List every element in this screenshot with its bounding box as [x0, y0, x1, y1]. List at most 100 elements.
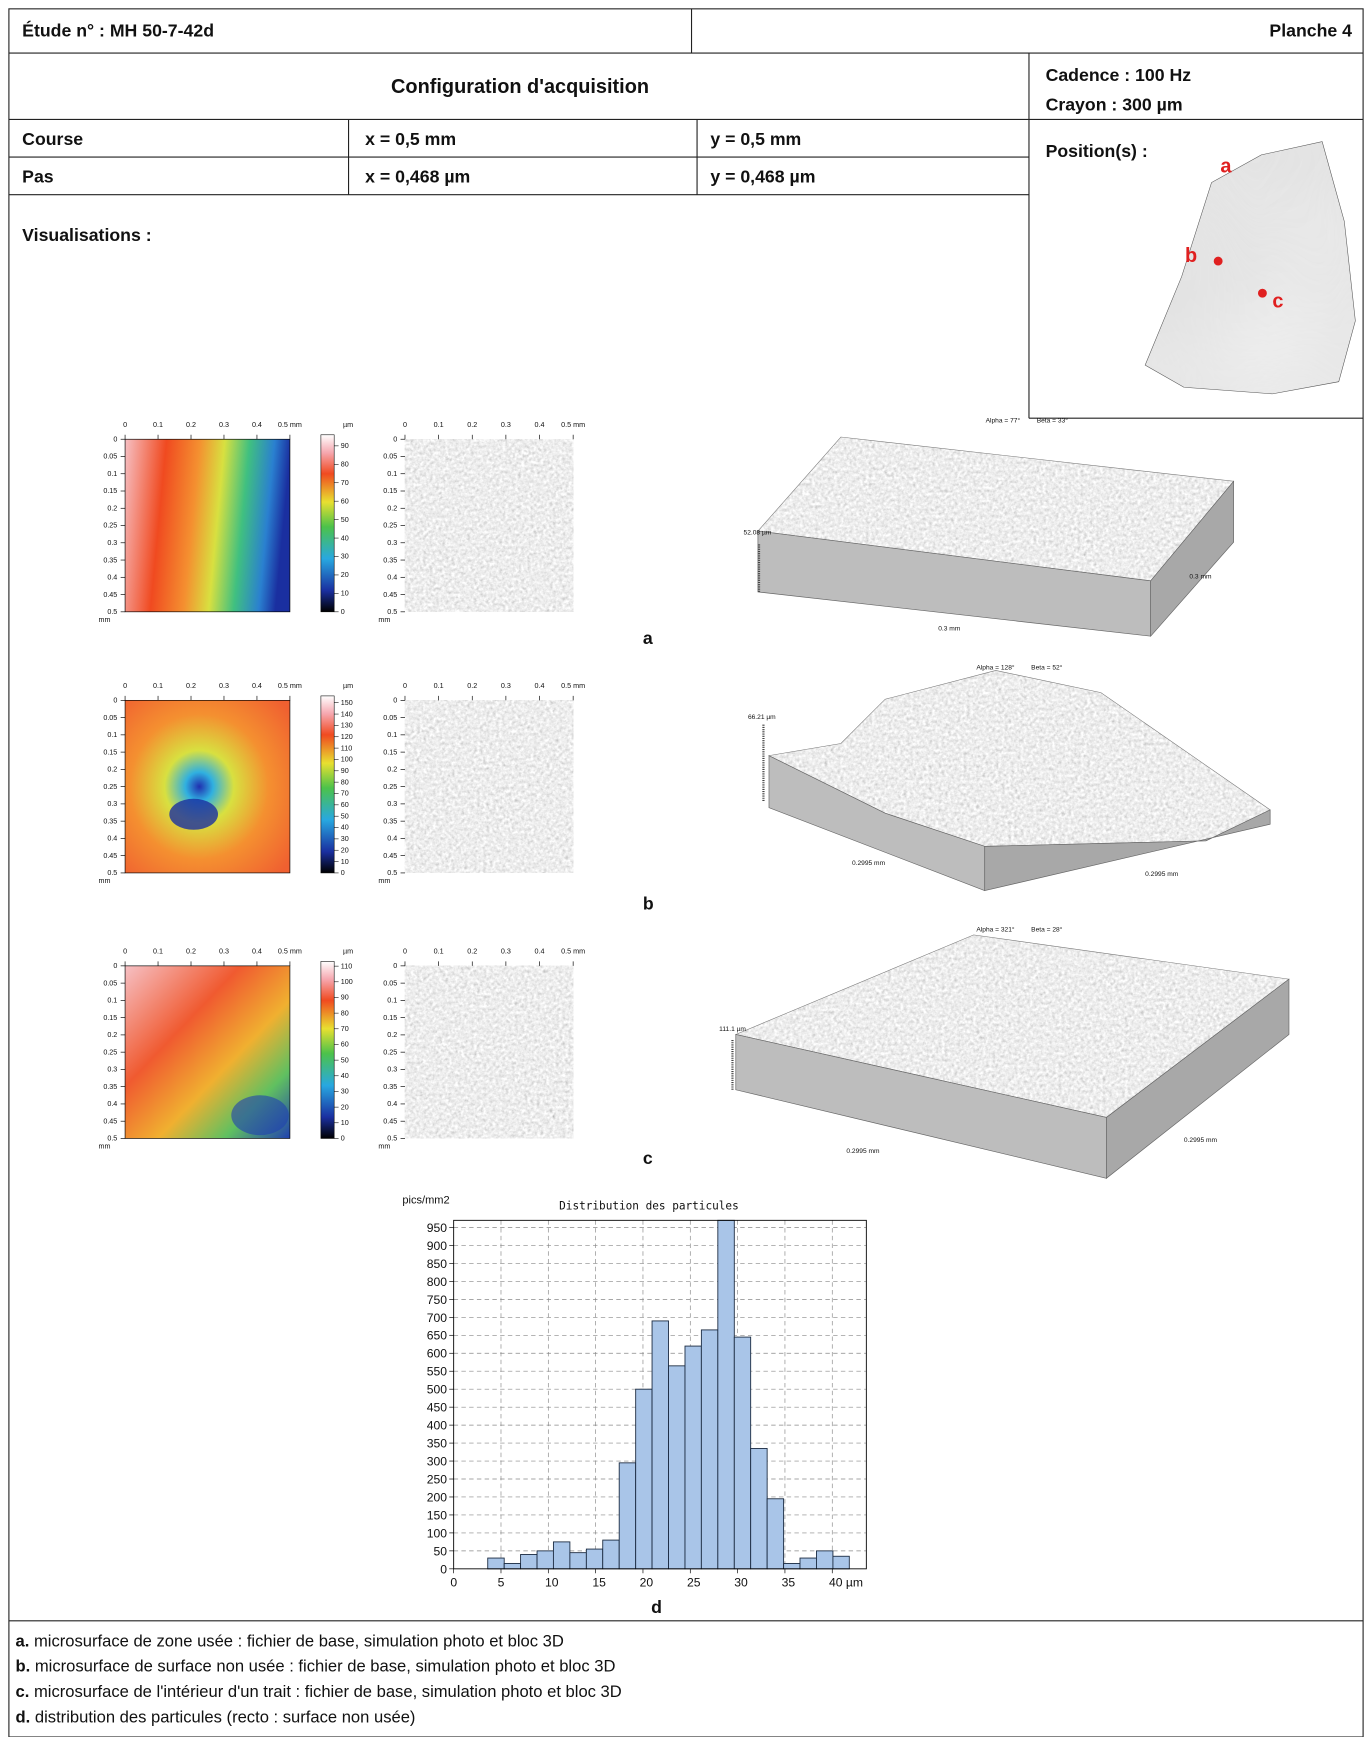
caption-text: microsurface de surface non usée : fichi… — [30, 1657, 615, 1676]
colorbar-tick-label: 30 — [341, 1087, 349, 1096]
y-tick-label: 0.4 — [107, 573, 117, 582]
x-tick-label: 0.1 — [434, 947, 444, 956]
block-top — [735, 934, 1289, 1118]
y-tick-label: 0 — [113, 961, 117, 970]
bar — [717, 1219, 735, 1570]
y-tick-label: 0.4 — [387, 573, 397, 582]
x-tick-label: 0.4 — [252, 947, 262, 956]
block-top — [757, 437, 1234, 581]
caption: c. microsurface de l'intérieur d'un trai… — [16, 1682, 622, 1701]
caption-text: microsurface de zone usée : fichier de b… — [29, 1631, 564, 1650]
photo-simulation — [404, 699, 574, 874]
x-tick-label: 0.4 — [252, 420, 262, 429]
colorbar-tick-label: 110 — [341, 961, 352, 970]
map-blob — [231, 1095, 289, 1136]
colorbar-tick-label: 60 — [341, 800, 349, 809]
caption-key: b. — [16, 1657, 31, 1676]
colorbar-tick-label: 50 — [341, 1055, 349, 1064]
bar — [668, 1365, 686, 1570]
y-tick-label: 0.25 — [103, 1047, 117, 1056]
marker-dot — [1213, 256, 1223, 266]
colorbar-tick-label: 80 — [341, 777, 349, 786]
x-tick-label: 0 — [123, 420, 127, 429]
cell: x = 0,468 µm — [365, 167, 470, 187]
bar — [651, 1320, 669, 1570]
y-tick-label: 0.05 — [383, 978, 397, 987]
x-tick-label: 0.1 — [153, 947, 163, 956]
y-tick-label: 0.2 — [387, 765, 397, 774]
bar — [684, 1345, 702, 1570]
cell: x = 0,5 mm — [365, 129, 456, 149]
x-tick-label: 0.3 — [219, 420, 229, 429]
block-dim: 0.2995 mm — [1145, 871, 1179, 878]
colorbar-tick-label: 110 — [341, 743, 352, 752]
y-tick-label: 0.3 — [387, 799, 397, 808]
bar — [569, 1552, 587, 1570]
x-tick-label: 0 — [123, 947, 127, 956]
x-tick-label: 0.5 mm — [561, 947, 585, 956]
x-tick-label: 0.4 — [535, 420, 545, 429]
y-tick-label: 0.05 — [103, 978, 117, 987]
x-tick-label: 0.3 — [219, 947, 229, 956]
axis-unit: mm — [99, 876, 111, 885]
x-tick-label: 0.4 — [535, 681, 545, 690]
colorbar-tick-label: 20 — [341, 845, 349, 854]
colorbar-tick-label: 10 — [341, 1118, 349, 1127]
block-side — [984, 809, 1271, 892]
block-height: 111.1 µm — [719, 1026, 746, 1033]
x-tick-label: 0.2 — [186, 947, 196, 956]
y-tick-label: 0.1 — [387, 996, 397, 1005]
colorbar-tick-label: 80 — [341, 1008, 349, 1017]
frame — [8, 8, 1364, 1737]
marker-label: a — [1220, 156, 1232, 178]
axis-unit: mm — [378, 876, 390, 885]
block-dim: 0.2995 mm — [1184, 1137, 1218, 1144]
bar — [816, 1550, 834, 1570]
y-tick-label: 0 — [113, 696, 117, 705]
bar — [750, 1448, 768, 1570]
y-tick-label: 800 — [427, 1275, 448, 1289]
y-tick-label: 0 — [393, 434, 397, 443]
panel-label: b — [643, 893, 654, 913]
block-alpha: Alpha = 321° — [976, 926, 1015, 934]
colorbar-tick-label: 0 — [341, 1134, 345, 1143]
block-top — [768, 670, 1271, 847]
block-dim: 0.3 mm — [1189, 574, 1212, 581]
panel-label: a — [643, 628, 653, 648]
bar — [618, 1462, 637, 1570]
panel-label: d — [651, 1597, 662, 1617]
stone-image — [1144, 141, 1356, 395]
y-tick-label: 0.15 — [383, 1013, 397, 1022]
colorbar-tick-label: 80 — [341, 460, 349, 469]
plot-frame — [453, 1219, 867, 1570]
colorbar-tick-label: 100 — [341, 755, 353, 764]
y-tick-label: 0.5 — [387, 1134, 397, 1143]
x-tick-label: 0.2 — [467, 420, 477, 429]
bar — [783, 1563, 801, 1570]
colorbar-tick-label: 130 — [341, 721, 353, 730]
rate: Cadence : 100 Hz — [1046, 65, 1192, 85]
colorbar-tick-label: 120 — [341, 732, 353, 741]
y-tick-label: 0.25 — [383, 521, 397, 530]
y-tick-label: 0.15 — [103, 747, 117, 756]
y-tick-label: 0 — [113, 434, 117, 443]
y-tick-label: 200 — [427, 1490, 448, 1504]
block-side — [1150, 480, 1234, 638]
colorbar-tick-label: 90 — [341, 993, 349, 1002]
x-tick-label: 0.2 — [467, 681, 477, 690]
colorbar-tick-label: 70 — [341, 1024, 349, 1033]
bar — [733, 1336, 752, 1570]
surface-panel: 0 0.1 0.2 0.3 0.4 0.5 mm 0 0.05 0.1 0.15 0.2 0.25 0.… — [99, 926, 1290, 1179]
height-map — [124, 438, 291, 613]
captions: a. microsurface de zone usée : fichier d… — [16, 1631, 622, 1726]
colorbar-unit: µm — [343, 681, 353, 690]
x-tick-label: 0.5 mm — [561, 420, 585, 429]
colorbar-tick-label: 10 — [341, 589, 349, 598]
y-tick-label: 0.2 — [387, 503, 397, 512]
photo-simulation — [404, 965, 574, 1139]
block-alpha: Alpha = 77° — [986, 417, 1021, 425]
block-beta: Beta = 28° — [1031, 926, 1063, 934]
y-tick-label: 0.35 — [383, 555, 397, 564]
bar — [832, 1555, 850, 1570]
y-tick-label: 0.45 — [103, 590, 117, 599]
